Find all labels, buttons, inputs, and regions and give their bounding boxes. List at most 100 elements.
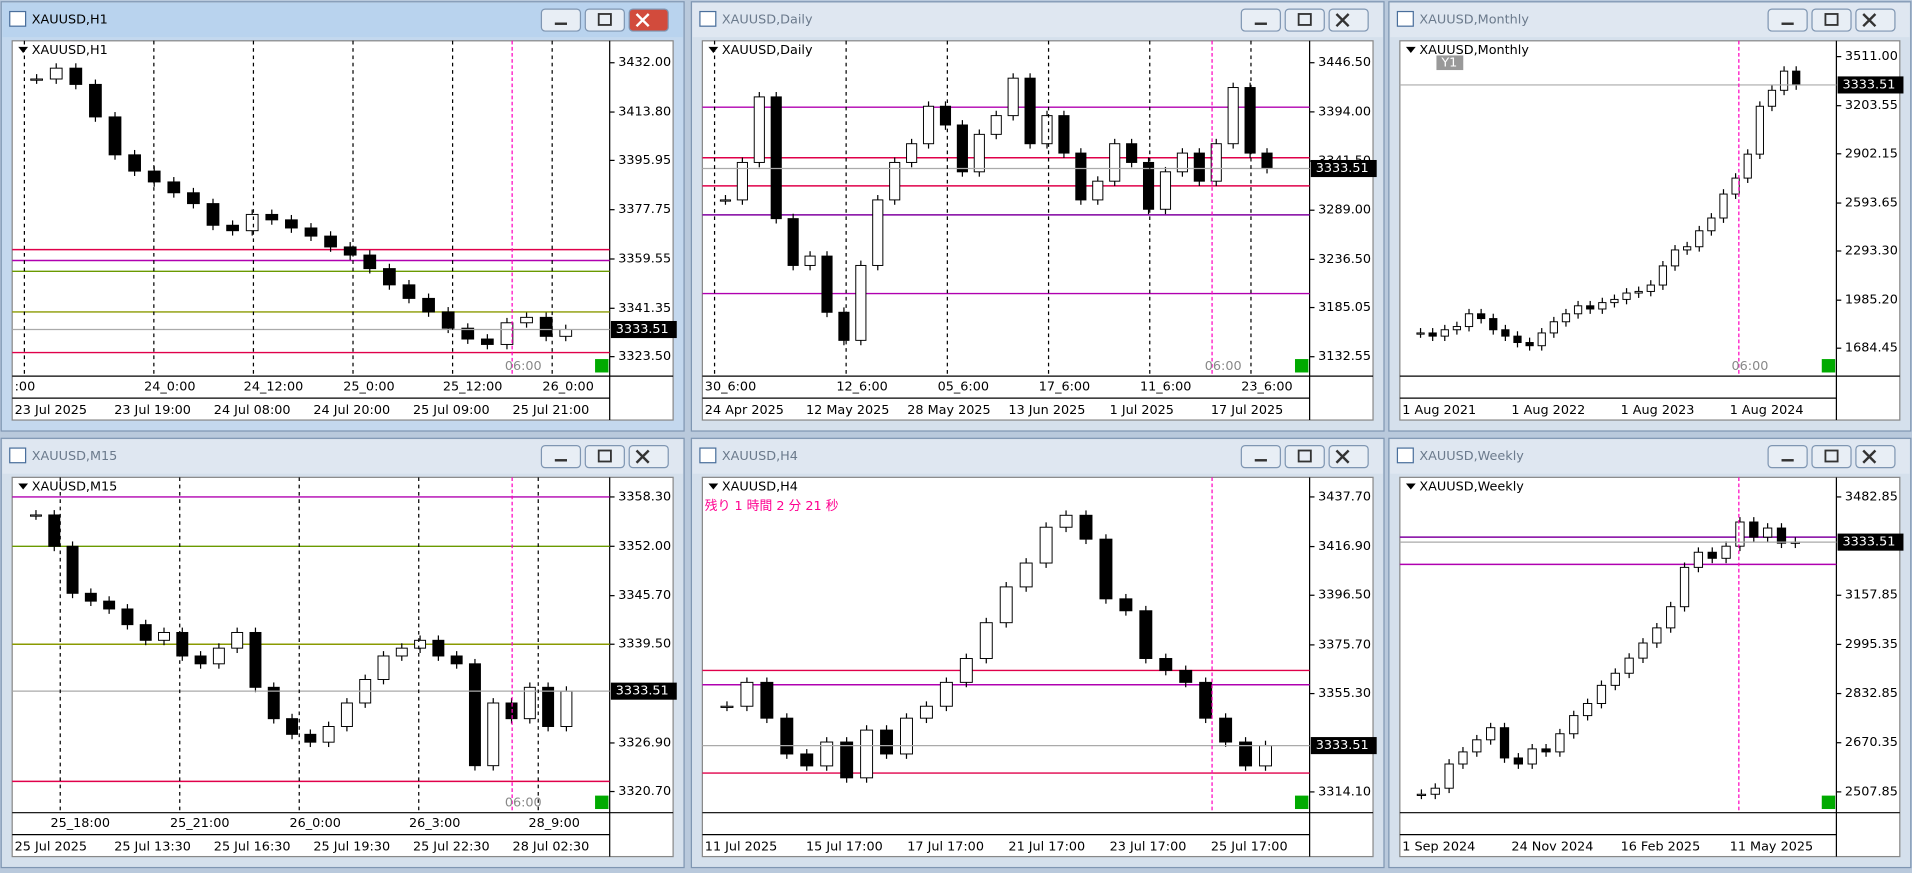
- candle-body: [753, 96, 765, 163]
- candle-body: [1658, 265, 1668, 286]
- candle-body: [1525, 342, 1534, 347]
- time-label: 26_0:00: [542, 380, 593, 395]
- candle-body: [880, 729, 894, 755]
- candle-body: [414, 639, 427, 649]
- candle-body: [1755, 105, 1764, 155]
- price-tick-label: 2995.35: [1845, 637, 1898, 652]
- window-min-button[interactable]: [1767, 445, 1808, 469]
- candle-body: [304, 227, 318, 237]
- candle-body: [1586, 305, 1595, 310]
- close-glyph: [635, 13, 650, 28]
- window-title: XAUUSD,H4: [722, 449, 798, 464]
- window-min-button[interactable]: [540, 8, 582, 32]
- window-close-button[interactable]: [1328, 445, 1369, 469]
- candle-body: [1624, 657, 1634, 674]
- chart-label: XAUUSD,H1: [32, 43, 108, 58]
- candle-body: [1199, 681, 1213, 719]
- price-tick-label: 3358.30: [618, 489, 671, 504]
- chart-area: [1399, 40, 1901, 421]
- window-min-button[interactable]: [540, 445, 582, 469]
- candle-body: [500, 322, 514, 345]
- time-label: 30_6:00: [705, 380, 756, 395]
- autoscroll-indicator[interactable]: [1294, 359, 1309, 373]
- candle-body: [720, 705, 734, 708]
- window-close-button[interactable]: [1328, 8, 1369, 32]
- date-label: 1 Aug 2022: [1511, 403, 1585, 418]
- autoscroll-indicator[interactable]: [595, 795, 609, 810]
- candle-body: [441, 311, 455, 329]
- candle-body: [480, 338, 494, 345]
- price-box: [1310, 737, 1377, 755]
- candle-body: [422, 297, 435, 313]
- candle-body: [1735, 521, 1745, 547]
- window-max-button[interactable]: [1811, 8, 1852, 32]
- candle-body: [1582, 703, 1593, 717]
- window-max-button[interactable]: [584, 445, 625, 469]
- bar-countdown: 残り 1 時間 2 分 21 秒: [705, 499, 839, 514]
- window-max-button[interactable]: [1811, 445, 1852, 469]
- time-label: 28_9:00: [528, 816, 579, 831]
- period-marker-box[interactable]: [1436, 55, 1464, 71]
- date-label: 25 Jul 09:00: [413, 403, 490, 418]
- autoscroll-indicator[interactable]: [1821, 795, 1836, 810]
- date-label: 23 Jul 17:00: [1110, 839, 1187, 854]
- candle-body: [900, 717, 913, 755]
- window-min-button[interactable]: [1767, 8, 1808, 32]
- candle-body: [922, 105, 935, 145]
- price-tick-label: 3236.50: [1318, 252, 1371, 267]
- candle-body: [1261, 152, 1273, 170]
- window-close-button[interactable]: [1855, 8, 1896, 32]
- candle-body: [1743, 153, 1752, 179]
- price-tick-label: 3320.70: [618, 784, 671, 799]
- candle-body: [285, 219, 298, 229]
- time-label: 25_0:00: [343, 380, 394, 395]
- candle-body: [30, 78, 43, 81]
- price-tick-label: 3203.55: [1845, 98, 1898, 113]
- candle-body: [1596, 684, 1607, 704]
- candle-body: [1227, 87, 1239, 145]
- window-close-button[interactable]: [1855, 445, 1896, 469]
- date-label: 13 Jun 2025: [1008, 403, 1085, 418]
- candle-body: [343, 246, 357, 256]
- candle-body: [139, 624, 152, 641]
- chart-area: [11, 40, 674, 421]
- candle-body: [959, 658, 973, 683]
- candle-body: [1652, 627, 1662, 644]
- window-max-button[interactable]: [1284, 445, 1325, 469]
- candle-body: [919, 705, 933, 719]
- window-min-button[interactable]: [1240, 445, 1281, 469]
- autoscroll-indicator[interactable]: [1821, 359, 1836, 373]
- window-close-button[interactable]: [628, 445, 669, 469]
- price-tick-label: 3289.00: [1318, 203, 1371, 218]
- candle-body: [468, 663, 481, 767]
- autoscroll-indicator[interactable]: [1294, 795, 1309, 810]
- autoscroll-indicator[interactable]: [595, 359, 609, 373]
- price-box: [1837, 76, 1904, 94]
- candle-body: [1430, 787, 1440, 795]
- window-min-button[interactable]: [1240, 8, 1281, 32]
- time-label: 24_0:00: [144, 380, 195, 395]
- candle-body: [29, 514, 42, 517]
- window-close-button[interactable]: [628, 8, 669, 32]
- window-max-button[interactable]: [584, 8, 625, 32]
- candle-body: [1683, 246, 1692, 251]
- candle-body: [249, 631, 262, 688]
- candle-body: [1693, 551, 1704, 568]
- date-label: 11 May 2025: [1730, 839, 1813, 854]
- time-label: 17_6:00: [1039, 380, 1090, 395]
- date-label: 1 Sep 2024: [1402, 839, 1475, 854]
- label-triangle: [18, 483, 29, 490]
- window-title: XAUUSD,H1: [32, 13, 108, 28]
- candle-body: [1239, 741, 1253, 767]
- date-label: 25 Jul 2025: [15, 839, 87, 854]
- candle-body: [1779, 70, 1789, 91]
- candle-body: [322, 726, 335, 743]
- candle-body: [1513, 335, 1522, 344]
- candle-body: [956, 124, 968, 173]
- chart-label: XAUUSD,Daily: [722, 43, 813, 58]
- max-glyph: [597, 449, 612, 463]
- candle-body: [889, 161, 901, 201]
- window-title: XAUUSD,Daily: [722, 13, 813, 28]
- price-tick-label: 3432.00: [618, 55, 671, 70]
- window-max-button[interactable]: [1284, 8, 1325, 32]
